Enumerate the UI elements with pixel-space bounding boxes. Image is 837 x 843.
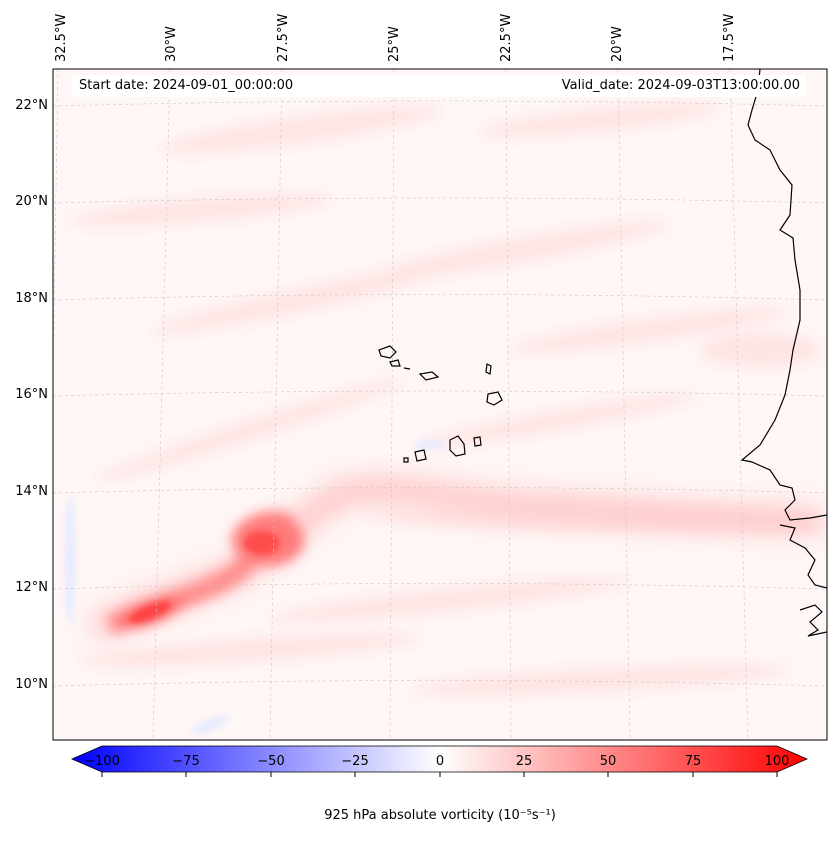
- colorbar: [70, 745, 809, 777]
- lon-label: 32.5°W: [54, 13, 69, 62]
- lat-label: 14°N: [15, 484, 48, 499]
- lon-label: 30°W: [164, 26, 179, 62]
- colorbar-label: 925 hPa absolute vorticity (10⁻⁵s⁻¹): [324, 808, 556, 823]
- colorbar-tick-label: 0: [435, 754, 445, 769]
- colorbar-tick-label: 25: [515, 754, 533, 769]
- lon-label: 25°W: [387, 26, 402, 62]
- lon-label: 22.5°W: [499, 13, 514, 62]
- colorbar-tick-label: 75: [684, 754, 702, 769]
- cape-verde-islands: [378, 345, 503, 463]
- lat-label: 22°N: [15, 98, 48, 113]
- colorbar-tick-label: −75: [172, 754, 200, 769]
- colorbar-tick-label: 100: [764, 754, 790, 769]
- colorbar-tick-label: 50: [599, 754, 617, 769]
- graticule: [53, 69, 827, 740]
- colorbar-tick-label: −50: [257, 754, 285, 769]
- colorbar-tick-label: −25: [341, 754, 369, 769]
- lon-label: 20°W: [610, 26, 625, 62]
- lat-label: 20°N: [15, 194, 48, 209]
- lon-label: 17.5°W: [722, 13, 737, 62]
- lat-label: 16°N: [15, 387, 48, 402]
- map-background: [53, 69, 827, 740]
- map-frame: [52, 68, 828, 741]
- colorbar-tick-label: −100: [84, 754, 120, 769]
- lat-label: 18°N: [15, 291, 48, 306]
- africa-coastline: [740, 69, 827, 521]
- start-date-label: Start date: 2024-09-01_00:00:00: [79, 78, 294, 93]
- valid-date-label: Valid_date: 2024-09-03T13:00:00.00: [561, 78, 800, 93]
- lat-label: 10°N: [15, 677, 48, 692]
- date-banner: [72, 75, 806, 97]
- lon-label: 27.5°W: [276, 13, 291, 62]
- vorticity-field: [53, 69, 827, 740]
- lat-label: 12°N: [15, 580, 48, 595]
